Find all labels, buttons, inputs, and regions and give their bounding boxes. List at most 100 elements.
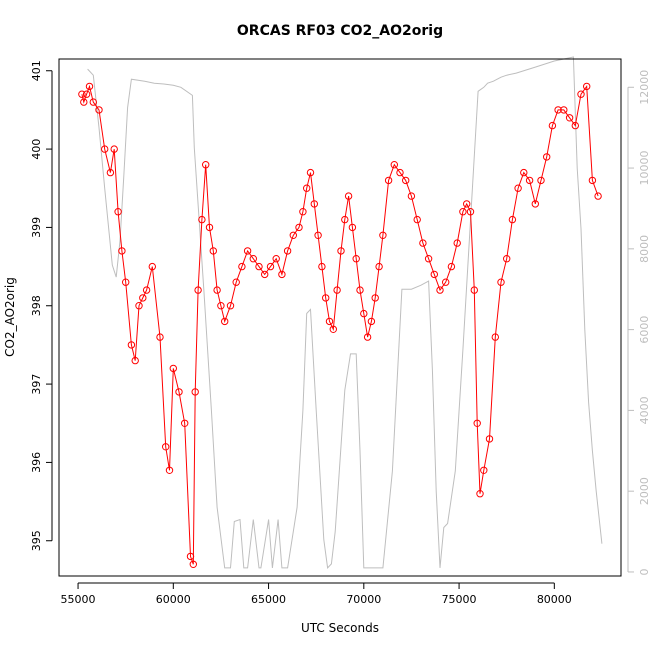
co2-point — [371, 294, 379, 302]
co2-point — [122, 278, 130, 286]
co2-point — [473, 419, 481, 427]
co2-point — [384, 176, 393, 185]
co2-point — [221, 317, 229, 326]
altitude-series-line — [87, 56, 603, 570]
co2-point — [135, 302, 143, 310]
co2-point — [303, 184, 311, 192]
co2-point — [341, 215, 349, 224]
co2-point — [202, 161, 210, 169]
co2-point — [243, 247, 252, 255]
y2-tick-label: 0 — [638, 568, 650, 575]
co2-point — [485, 435, 494, 443]
co2-point — [226, 302, 235, 310]
co2-point — [198, 215, 206, 224]
co2-point — [261, 270, 269, 279]
y-tick-label: 395 — [30, 530, 43, 551]
co2-point — [537, 176, 545, 185]
co2-point — [348, 223, 357, 232]
co2-point — [407, 192, 416, 200]
co2-point — [118, 247, 126, 255]
co2-point — [299, 208, 307, 216]
co2-point — [413, 215, 421, 224]
x-axis-label: UTC Seconds — [301, 621, 379, 635]
co2-point — [175, 388, 183, 396]
co2-point — [169, 364, 178, 373]
co2-point — [390, 161, 398, 169]
co2-point — [459, 208, 467, 216]
x-tick-label: 75000 — [442, 593, 477, 606]
co2-point — [344, 192, 353, 200]
co2-point — [131, 356, 139, 365]
co2-point — [442, 278, 450, 286]
co2-point — [352, 255, 360, 263]
co2-point — [508, 215, 517, 224]
co2-point — [588, 176, 597, 185]
co2-point — [360, 309, 368, 318]
co2-point — [453, 239, 461, 247]
y2-tick-label: 12000 — [638, 70, 650, 105]
y-tick-label: 398 — [30, 295, 43, 316]
co2-point — [514, 184, 522, 192]
co2-point — [333, 286, 341, 294]
co2-point — [554, 106, 562, 114]
co2-point — [430, 270, 438, 279]
co2-point — [106, 168, 115, 177]
chart-title: ORCAS RF03 CO2_AO2orig — [237, 23, 443, 39]
co2-point — [205, 223, 214, 232]
co2-point — [480, 466, 488, 474]
co2-point — [209, 247, 218, 255]
co2-point — [594, 192, 602, 200]
co2-point — [278, 270, 286, 279]
y-tick-label: 399 — [30, 217, 43, 238]
y-tick-label: 400 — [30, 139, 43, 160]
co2-point — [470, 286, 478, 294]
co2-point — [101, 145, 109, 153]
co2-point — [463, 200, 471, 208]
y2-tick-label: 4000 — [638, 396, 650, 424]
co2-point — [148, 262, 157, 271]
co2-point — [565, 114, 574, 122]
co2-point — [82, 90, 91, 98]
co2-point — [491, 333, 499, 341]
co2-point — [89, 98, 98, 106]
co2-point — [363, 333, 372, 341]
x-tick-label: 70000 — [346, 593, 381, 606]
co2-point — [402, 176, 410, 185]
co2-point — [95, 106, 103, 114]
y-tick-label: 396 — [30, 452, 43, 473]
y2-tick-label: 8000 — [638, 235, 650, 263]
co2-point — [217, 302, 225, 310]
co2-point — [503, 255, 511, 263]
y-tick-label: 401 — [30, 60, 43, 81]
y-axis: 395 396 397 398 399 400 401 — [30, 60, 53, 551]
x-tick-label: 55000 — [61, 593, 96, 606]
co2-point — [497, 278, 505, 286]
co2-point — [186, 552, 195, 561]
x-tick-label: 65000 — [251, 593, 286, 606]
co2-point — [283, 247, 292, 255]
co2-point — [194, 286, 202, 294]
co2-point — [272, 255, 280, 263]
co2-point — [543, 153, 551, 161]
co2-point — [466, 208, 475, 216]
co2-point — [531, 200, 539, 208]
co2-point — [189, 560, 198, 568]
co2-point — [80, 98, 88, 106]
co2-point — [162, 443, 170, 451]
co2-point — [306, 168, 315, 177]
co2-point — [577, 90, 585, 98]
co2-series-line — [81, 84, 599, 565]
x-tick-label: 80000 — [537, 593, 572, 606]
co2-point — [142, 286, 151, 294]
co2-point — [367, 317, 376, 326]
co2-point — [583, 82, 591, 91]
co2-point — [318, 262, 326, 271]
co2-point — [85, 82, 94, 91]
co2-point — [329, 325, 337, 333]
co2-point — [139, 294, 147, 302]
co2-point — [375, 262, 383, 271]
co2-point — [238, 262, 246, 271]
y-axis-label: CO2_AO2orig — [3, 277, 17, 357]
co2-point — [213, 286, 221, 294]
